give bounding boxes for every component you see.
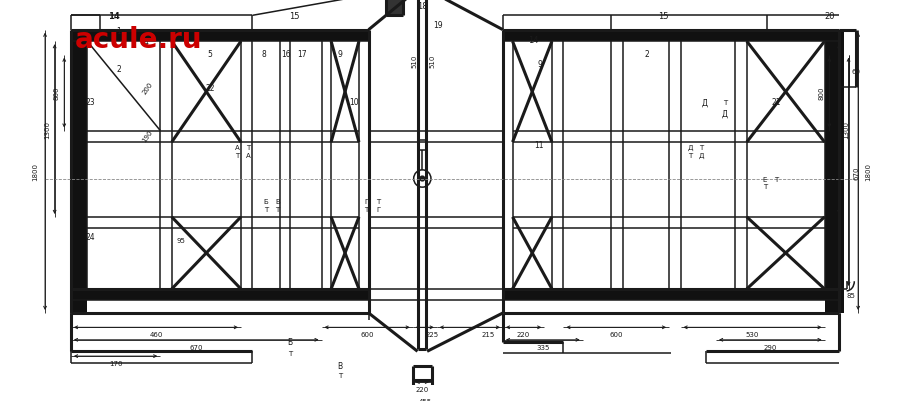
Text: 290: 290 bbox=[764, 344, 777, 350]
Circle shape bbox=[419, 177, 425, 182]
Text: 11: 11 bbox=[535, 141, 544, 150]
Text: Т: Т bbox=[235, 152, 239, 158]
Bar bbox=[503, 30, 839, 42]
Text: 190: 190 bbox=[142, 129, 154, 143]
Text: 14: 14 bbox=[108, 12, 120, 21]
Text: Д: Д bbox=[699, 152, 705, 158]
Text: А: А bbox=[246, 152, 251, 158]
Text: 225: 225 bbox=[426, 331, 439, 337]
Text: 1: 1 bbox=[116, 27, 122, 36]
Text: 20: 20 bbox=[824, 12, 834, 21]
Text: 170: 170 bbox=[109, 360, 123, 366]
Text: 460: 460 bbox=[149, 331, 163, 337]
Text: 335: 335 bbox=[536, 344, 549, 350]
Text: Т: Т bbox=[775, 176, 779, 182]
Text: Г: Г bbox=[365, 198, 369, 204]
Text: Т: Т bbox=[699, 144, 704, 150]
Text: 15: 15 bbox=[290, 12, 300, 21]
Text: 4: 4 bbox=[143, 38, 148, 47]
Text: 510: 510 bbox=[411, 55, 418, 68]
Bar bbox=[71, 289, 369, 301]
Text: Т: Т bbox=[688, 152, 692, 158]
Bar bbox=[71, 30, 369, 42]
Text: 1300: 1300 bbox=[44, 121, 50, 139]
Text: 530: 530 bbox=[745, 331, 759, 337]
Text: 1800: 1800 bbox=[864, 163, 871, 181]
Text: 10: 10 bbox=[350, 98, 359, 107]
Text: acule.ru: acule.ru bbox=[74, 26, 202, 54]
Text: 670: 670 bbox=[190, 344, 203, 350]
Bar bbox=[386, 0, 403, 16]
Text: А: А bbox=[234, 144, 240, 150]
Text: 9: 9 bbox=[537, 60, 542, 69]
Text: 85: 85 bbox=[846, 292, 855, 298]
Text: Т: Т bbox=[376, 198, 380, 204]
Text: 23: 23 bbox=[85, 98, 95, 107]
Text: 18: 18 bbox=[417, 2, 428, 11]
Text: 22: 22 bbox=[205, 84, 215, 93]
Text: 9: 9 bbox=[338, 50, 342, 59]
Text: 670: 670 bbox=[854, 166, 859, 179]
Text: Б: Б bbox=[263, 198, 268, 204]
Text: Т: Т bbox=[763, 184, 767, 190]
Text: Т: Т bbox=[338, 373, 342, 379]
Text: 2: 2 bbox=[645, 50, 649, 59]
Text: 15: 15 bbox=[658, 12, 668, 21]
Text: 14: 14 bbox=[528, 36, 539, 45]
Text: 455: 455 bbox=[419, 398, 432, 401]
Text: 16: 16 bbox=[281, 50, 291, 59]
Bar bbox=[71, 30, 87, 313]
Text: Д: Д bbox=[702, 98, 707, 107]
Text: Д: Д bbox=[687, 144, 693, 150]
Text: 220: 220 bbox=[517, 331, 530, 337]
Text: Т: Т bbox=[263, 207, 268, 213]
Text: Т: Т bbox=[723, 99, 726, 105]
Text: 95: 95 bbox=[177, 237, 186, 243]
Text: 220: 220 bbox=[416, 386, 429, 392]
Text: 2: 2 bbox=[116, 65, 122, 73]
Text: 800: 800 bbox=[54, 87, 60, 100]
Text: 19: 19 bbox=[433, 21, 442, 30]
Text: 24: 24 bbox=[85, 232, 95, 241]
Text: 17: 17 bbox=[298, 50, 307, 59]
Text: 510: 510 bbox=[429, 55, 436, 68]
Text: 1300: 1300 bbox=[844, 121, 850, 139]
Bar bbox=[824, 30, 844, 313]
Text: 200: 200 bbox=[142, 81, 154, 95]
Text: 215: 215 bbox=[482, 331, 495, 337]
Text: 600: 600 bbox=[609, 331, 623, 337]
Text: В: В bbox=[337, 361, 342, 370]
Text: В: В bbox=[275, 198, 280, 204]
Text: Г: Г bbox=[376, 207, 380, 213]
Text: 8: 8 bbox=[262, 50, 266, 59]
Text: Т: Т bbox=[246, 144, 251, 150]
Text: 21: 21 bbox=[772, 98, 781, 107]
Text: Е: Е bbox=[763, 176, 767, 182]
Text: 800: 800 bbox=[819, 87, 824, 100]
Text: Д: Д bbox=[722, 109, 727, 118]
Text: Т: Т bbox=[288, 350, 292, 356]
Text: 5: 5 bbox=[208, 50, 212, 59]
Text: 1800: 1800 bbox=[33, 163, 38, 181]
Text: Т: Т bbox=[364, 207, 369, 213]
Text: Т: Т bbox=[275, 207, 280, 213]
Text: 60: 60 bbox=[852, 69, 861, 75]
Text: 600: 600 bbox=[360, 331, 374, 337]
Bar bbox=[503, 289, 839, 301]
Text: Б: Б bbox=[287, 337, 292, 346]
